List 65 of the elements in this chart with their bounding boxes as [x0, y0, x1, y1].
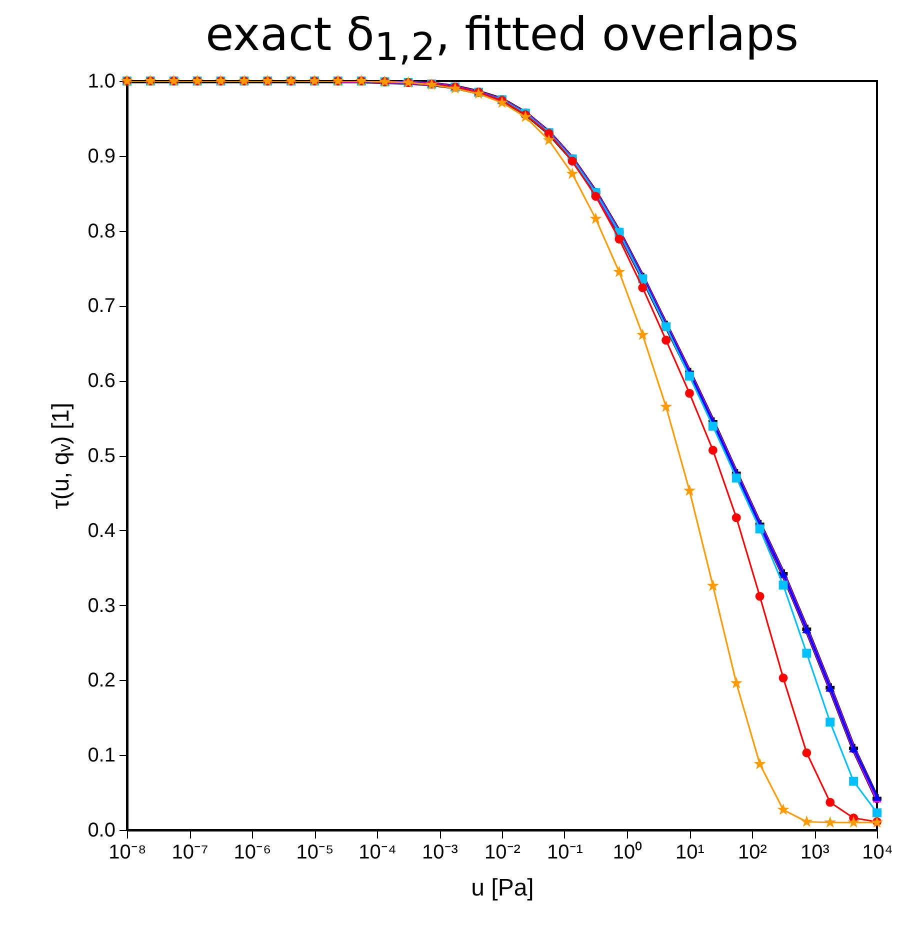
point: [542, 134, 555, 146]
point: [800, 815, 813, 827]
point: [732, 513, 741, 522]
y-tick-label: 0.5: [88, 445, 116, 467]
point: [848, 816, 860, 828]
x-tick-label: 10⁰: [612, 840, 642, 864]
x-tick-label: 10⁴: [862, 842, 893, 864]
x-tick-label: 10³: [800, 842, 830, 864]
point: [613, 266, 626, 278]
point: [519, 110, 532, 122]
point: [662, 336, 671, 345]
y-tick-label: 0.0: [88, 820, 116, 842]
y-tick-label: 0.4: [88, 520, 116, 542]
y-tick-label: 0.8: [88, 220, 116, 242]
x-tick-label: 10⁻⁴: [358, 842, 396, 864]
chart-title: exact δ$_{1,2}$, fitted overlaps: [204, 6, 800, 72]
y-tick-label: 0.2: [88, 670, 116, 692]
point: [685, 388, 694, 398]
y-tick-label: 0.9: [88, 145, 116, 168]
point: [449, 82, 462, 94]
x-tick-label: 10⁻⁸: [108, 842, 146, 864]
point: [591, 192, 600, 201]
point: [685, 372, 694, 381]
x-axis-title: u [Pa]: [471, 874, 534, 902]
point: [755, 592, 764, 601]
x-tick-label: 10⁻⁷: [172, 842, 208, 864]
point: [660, 400, 672, 412]
y-tick-label: 0.7: [88, 295, 116, 318]
point: [708, 446, 718, 455]
point: [730, 676, 742, 688]
point: [636, 328, 649, 340]
y-axis-title: τ(u, qᵥ) [1]: [48, 402, 75, 510]
point: [566, 168, 578, 179]
y-tick-label: 0.1: [88, 744, 116, 767]
x-tick-label: 10¹: [676, 842, 705, 864]
point: [638, 283, 648, 292]
x-tick-label: 10⁻³: [422, 842, 458, 864]
point: [778, 673, 788, 682]
x-tick-label: 10⁻⁶: [234, 842, 272, 864]
y-tick-label: 1.0: [88, 70, 116, 92]
point: [755, 524, 764, 534]
point: [826, 798, 835, 807]
point: [778, 580, 788, 590]
y-tick-label: 0.3: [88, 594, 116, 617]
point: [777, 803, 790, 815]
point: [732, 474, 741, 482]
point: [802, 748, 812, 758]
x-tick-label: 10⁻²: [484, 842, 521, 864]
point: [614, 234, 624, 244]
point: [708, 422, 718, 431]
x-tick-label: 10⁻¹: [547, 842, 584, 864]
y-tick-label: 0.6: [88, 370, 116, 392]
point: [802, 648, 812, 658]
point: [496, 96, 508, 108]
x-tick-label: 10²: [738, 842, 768, 864]
point: [824, 816, 836, 828]
point: [590, 212, 602, 224]
point: [872, 808, 882, 818]
x-tick-label: 10⁻⁵: [296, 842, 334, 864]
point: [826, 718, 835, 727]
point: [568, 156, 577, 166]
point: [754, 758, 766, 770]
point: [683, 484, 696, 496]
point: [849, 776, 858, 786]
point: [706, 580, 719, 591]
